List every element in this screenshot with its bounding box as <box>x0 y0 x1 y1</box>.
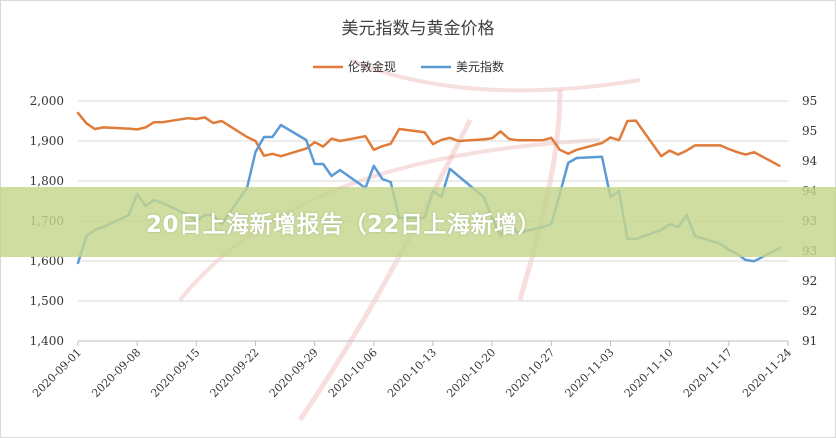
x-tick-label: 2020-10-13 <box>385 346 439 400</box>
x-tick-label: 2020-11-17 <box>681 346 735 400</box>
x-tick-label: 2020-11-03 <box>563 346 617 400</box>
left-tick-label: 1,600 <box>30 254 64 268</box>
x-tick-label: 2020-09-08 <box>89 346 143 400</box>
right-tick-label: 92 <box>802 304 817 318</box>
chart-title: 美元指数与黄金价格 <box>342 19 495 39</box>
x-axis-ticks: 2020-09-01 2020-09-08 2020-09-15 2020-09-22… <box>30 340 794 400</box>
x-tick-label: 2020-11-24 <box>740 346 794 400</box>
left-tick-label: 1,500 <box>30 294 64 308</box>
right-tick-label: 92 <box>802 274 817 288</box>
seal-watermark <box>178 58 641 422</box>
left-tick-label: 1,400 <box>30 334 64 348</box>
left-tick-label: 2,000 <box>30 94 64 108</box>
legend-label-usd: 美元指数 <box>456 59 504 74</box>
x-tick-label: 2020-09-01 <box>30 346 84 400</box>
headline-banner <box>0 187 836 257</box>
x-tick-label: 2020-10-06 <box>326 346 380 400</box>
legend: 伦敦金现 美元指数 <box>313 59 504 74</box>
x-tick-label: 2020-09-22 <box>208 346 262 400</box>
legend-label-gold: 伦敦金现 <box>348 59 396 74</box>
headline-text: 20日上海新增报告（22日上海新增） <box>146 212 542 238</box>
left-tick-label: 1,800 <box>30 174 64 188</box>
x-tick-label: 2020-09-15 <box>148 346 202 400</box>
right-tick-label: 95 <box>802 124 817 138</box>
right-tick-label: 94 <box>802 154 818 168</box>
x-tick-label: 2020-11-10 <box>622 346 676 400</box>
x-tick-label: 2020-09-29 <box>267 346 321 400</box>
left-tick-label: 1,900 <box>30 134 64 148</box>
x-tick-label: 2020-10-27 <box>503 346 557 400</box>
right-tick-label: 95 <box>802 94 817 108</box>
x-tick-label: 2020-10-20 <box>444 346 498 400</box>
series-line-gold <box>76 111 781 168</box>
right-tick-label: 91 <box>802 334 817 348</box>
